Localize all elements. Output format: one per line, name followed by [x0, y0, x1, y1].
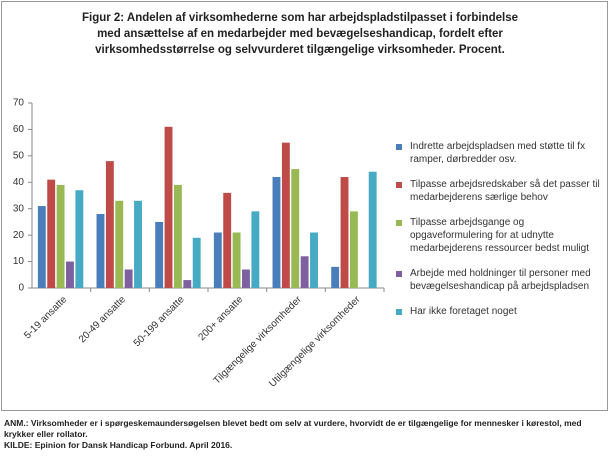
bar — [37, 206, 46, 288]
chart-title: virksomhedsstørrelse og selvvurderet til… — [95, 44, 505, 56]
y-tick-label: 60 — [13, 124, 25, 135]
bar — [349, 211, 358, 288]
legend-item: Tilpasse arbejdsredskaber så det passer … — [396, 178, 601, 204]
bar — [272, 177, 281, 288]
x-tick-label: 50-199 ansatte — [132, 294, 187, 349]
bar — [66, 261, 74, 288]
bar — [115, 200, 124, 288]
legend-swatch — [396, 144, 402, 150]
legend-label: Arbejde med holdninger til personer med … — [410, 268, 591, 292]
bar — [105, 161, 114, 288]
bar — [310, 232, 318, 288]
x-tick-label: 200+ ansatte — [196, 294, 245, 343]
chart-frame — [1, 1, 608, 411]
y-tick-label: 30 — [13, 203, 25, 214]
bar — [96, 214, 105, 288]
bar — [340, 177, 349, 288]
legend-item: Arbejde med holdninger til personer med … — [396, 267, 601, 293]
legend-item: Har ikke foretaget noget — [396, 305, 601, 318]
legend-swatch — [396, 309, 402, 315]
y-tick-label: 20 — [13, 230, 25, 241]
bar — [368, 171, 377, 288]
note: KILDE: Epinion for Dansk Handicap Forbun… — [4, 440, 233, 450]
bar — [331, 266, 340, 288]
bar — [47, 179, 56, 288]
legend-label: Har ikke foretaget noget — [410, 306, 517, 317]
legend-swatch — [396, 182, 402, 188]
legend-label: Tilpasse arbejdsgange og opgaveformuleri… — [410, 217, 589, 254]
bar — [134, 200, 142, 288]
bar — [124, 269, 133, 288]
legend-item: Indrette arbejdspladsen med støtte til f… — [396, 140, 601, 166]
note: ANM.: Virksomheder er i spørgeskemaunder… — [4, 418, 582, 439]
legend-label: Tilpasse arbejdsredskaber så det passer … — [410, 179, 600, 203]
bar — [213, 232, 222, 288]
y-tick-label: 0 — [18, 283, 24, 294]
bar — [232, 232, 241, 288]
y-tick-label: 10 — [13, 256, 25, 267]
bar — [223, 192, 232, 288]
x-tick-label: 20-49 ansatte — [77, 294, 128, 345]
x-tick-label: 5-19 ansatte — [22, 294, 69, 341]
legend-label: Indrette arbejdspladsen med støtte til f… — [410, 141, 586, 165]
legend-swatch — [396, 271, 402, 277]
bar — [251, 211, 260, 288]
bar — [183, 280, 192, 288]
bar — [281, 142, 290, 288]
chart-title: med ansættelse af en medarbejder med bev… — [97, 28, 503, 40]
legend-item: Tilpasse arbejdsgange og opgaveformuleri… — [396, 216, 601, 255]
bar — [56, 184, 65, 288]
bar — [242, 269, 250, 288]
bar — [300, 256, 309, 288]
bar — [164, 126, 173, 289]
bar — [155, 221, 164, 288]
bar — [75, 190, 84, 288]
notes: ANM.: Virksomheder er i spørgeskemaunder… — [4, 418, 604, 451]
bar — [173, 184, 182, 288]
bar — [192, 237, 201, 288]
legend: Indrette arbejdspladsen med støtte til f… — [396, 140, 601, 318]
chart: Figur 2: Andelen af virksomhederne som h… — [13, 12, 518, 390]
y-tick-label: 50 — [13, 150, 25, 161]
bar — [291, 169, 300, 288]
chart-title: Figur 2: Andelen af virksomhederne som h… — [82, 12, 518, 24]
legend-swatch — [396, 220, 402, 226]
y-tick-label: 40 — [13, 177, 25, 188]
y-tick-label: 70 — [13, 98, 25, 109]
